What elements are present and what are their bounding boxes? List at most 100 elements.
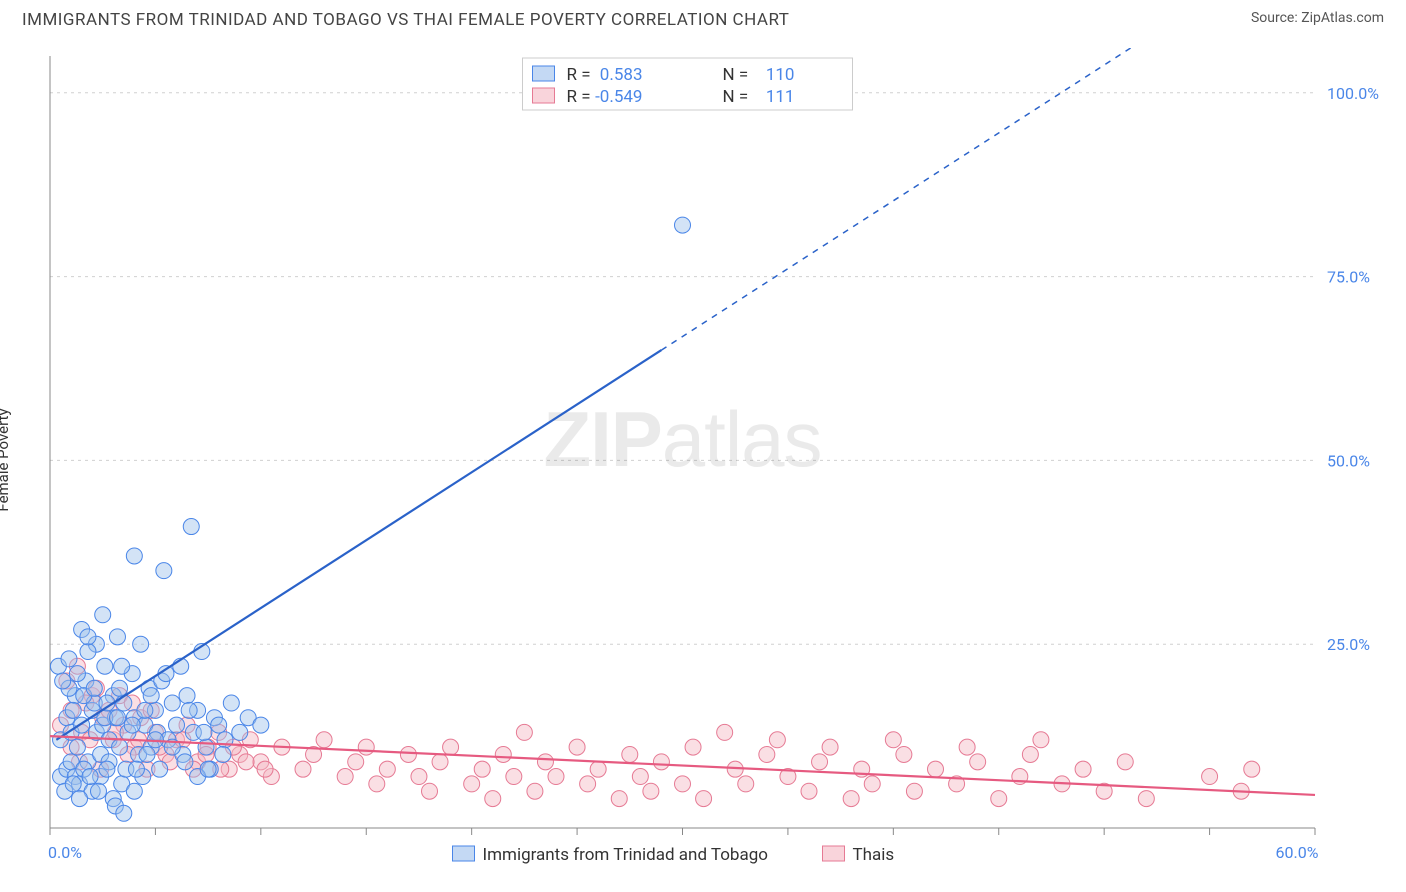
data-point-blue: [198, 739, 214, 755]
y-tick-label: 100.0%: [1327, 84, 1379, 103]
data-point-blue: [133, 636, 149, 652]
trend-line-blue: [56, 350, 661, 740]
data-point-pink: [485, 791, 501, 807]
data-point-pink: [464, 776, 480, 792]
data-point-pink: [1138, 791, 1154, 807]
data-point-pink: [590, 761, 606, 777]
data-point-pink: [896, 746, 912, 762]
y-tick-label: 50.0%: [1327, 451, 1370, 470]
source-prefix: Source:: [1251, 10, 1301, 26]
data-point-blue: [80, 644, 96, 660]
data-point-pink: [369, 776, 385, 792]
data-point-blue: [109, 629, 125, 645]
data-point-pink: [696, 791, 712, 807]
data-point-pink: [238, 754, 254, 770]
scatter-chart: 25.0% 50.0% 75.0% 100.0% 0.0% 60.0% ZIPatlas R …: [20, 48, 1386, 872]
legend-r-value: -0.549: [595, 87, 642, 107]
legend-series-label: Thais: [853, 845, 895, 865]
data-point-blue: [61, 651, 77, 667]
data-point-pink: [759, 746, 775, 762]
data-point-pink: [474, 761, 490, 777]
data-point-blue: [99, 761, 115, 777]
data-point-pink: [379, 761, 395, 777]
y-tick-label: 25.0%: [1327, 635, 1370, 654]
data-point-blue: [675, 217, 691, 233]
data-point-blue: [80, 629, 96, 645]
data-point-pink: [928, 761, 944, 777]
data-point-blue: [112, 739, 128, 755]
data-point-pink: [769, 732, 785, 748]
data-point-blue: [126, 548, 142, 564]
data-point-pink: [685, 739, 701, 755]
data-point-blue: [211, 717, 227, 733]
data-point-pink: [569, 739, 585, 755]
watermark: ZIPatlas: [543, 395, 821, 483]
data-point-blue: [65, 776, 81, 792]
data-point-pink: [358, 739, 374, 755]
data-point-pink: [675, 776, 691, 792]
data-point-pink: [611, 791, 627, 807]
data-point-blue: [69, 739, 85, 755]
data-point-blue: [200, 761, 216, 777]
data-point-blue: [253, 717, 269, 733]
chart-container: Female Poverty 25.0%50.0%75.0%100.0%0.0%…: [20, 48, 1386, 872]
source-link[interactable]: ZipAtlas.com: [1301, 10, 1384, 26]
data-point-pink: [885, 732, 901, 748]
data-point-pink: [1033, 732, 1049, 748]
chart-title: IMMIGRANTS FROM TRINIDAD AND TOBAGO VS T…: [22, 10, 789, 30]
data-point-pink: [970, 754, 986, 770]
data-point-blue: [97, 658, 113, 674]
data-point-blue: [179, 688, 195, 704]
data-point-blue: [82, 769, 98, 785]
data-point-pink: [1202, 769, 1218, 785]
legend-n-value: 110: [766, 65, 795, 85]
data-point-pink: [717, 724, 733, 740]
data-point-pink: [516, 724, 532, 740]
data-point-pink: [348, 754, 364, 770]
data-point-blue: [116, 805, 132, 821]
data-point-blue: [114, 658, 130, 674]
data-point-pink: [822, 739, 838, 755]
data-point-pink: [843, 791, 859, 807]
x-tick-label: 0.0%: [48, 843, 82, 862]
data-point-pink: [906, 783, 922, 799]
data-point-pink: [991, 791, 1007, 807]
data-point-blue: [152, 761, 168, 777]
data-point-pink: [959, 739, 975, 755]
x-tick-label: 60.0%: [1276, 843, 1319, 862]
data-point-blue: [137, 702, 153, 718]
data-point-pink: [400, 746, 416, 762]
data-point-pink: [411, 769, 427, 785]
legend-r-label: R =: [567, 65, 591, 85]
legend-r-label: R =: [567, 87, 591, 107]
data-point-pink: [653, 754, 669, 770]
data-point-blue: [109, 710, 125, 726]
y-tick-label: 75.0%: [1327, 268, 1370, 287]
data-point-pink: [495, 746, 511, 762]
data-point-pink: [1244, 761, 1260, 777]
data-point-blue: [215, 746, 231, 762]
source-attribution: Source: ZipAtlas.com: [1251, 10, 1384, 26]
data-point-blue: [69, 666, 85, 682]
data-point-blue: [143, 688, 159, 704]
data-point-pink: [432, 754, 448, 770]
data-point-pink: [622, 746, 638, 762]
data-point-blue: [124, 717, 140, 733]
data-point-pink: [580, 776, 596, 792]
legend-swatch: [453, 846, 475, 861]
data-point-blue: [177, 754, 193, 770]
data-point-blue: [181, 702, 197, 718]
data-point-pink: [738, 776, 754, 792]
data-point-blue: [126, 783, 142, 799]
data-point-blue: [169, 717, 185, 733]
data-point-blue: [65, 702, 81, 718]
legend-swatch: [533, 66, 555, 81]
data-point-blue: [232, 724, 248, 740]
data-point-pink: [1117, 754, 1133, 770]
data-point-pink: [864, 776, 880, 792]
data-point-pink: [295, 761, 311, 777]
data-point-pink: [337, 769, 353, 785]
data-point-pink: [812, 754, 828, 770]
data-point-pink: [1022, 746, 1038, 762]
data-point-pink: [527, 783, 543, 799]
